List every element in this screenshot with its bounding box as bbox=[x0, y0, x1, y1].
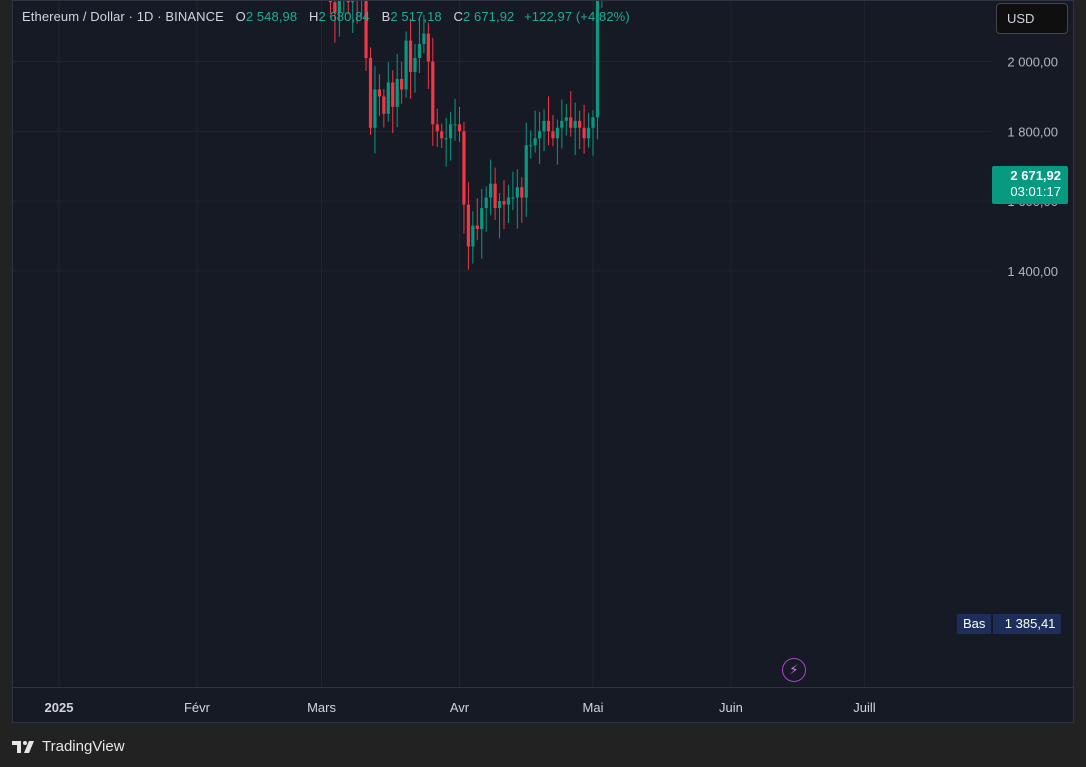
candle-body bbox=[538, 131, 542, 139]
x-tick-label: Juin bbox=[719, 700, 743, 715]
candle-body bbox=[337, 1, 341, 13]
candle-body bbox=[578, 120, 582, 128]
low-marker-label: Bas bbox=[957, 614, 992, 634]
x-tick-label: Juill bbox=[853, 700, 876, 715]
symbol-legend: Ethereum / Dollar · 1D · BINANCE O2 548,… bbox=[22, 9, 630, 24]
candle-body bbox=[591, 117, 595, 128]
candle-body bbox=[373, 89, 377, 128]
candle-body bbox=[453, 124, 457, 126]
candle-body bbox=[506, 197, 511, 205]
candle-body bbox=[524, 145, 528, 198]
candle-body bbox=[435, 124, 439, 132]
candle-body bbox=[386, 82, 390, 114]
footer-brand[interactable]: TradingView bbox=[12, 736, 125, 756]
last-price-badge: 2 671,92 03:01:17 bbox=[992, 166, 1068, 204]
candle-body bbox=[471, 225, 475, 247]
candle-body bbox=[328, 1, 333, 3]
candle-body bbox=[564, 117, 568, 121]
candle-body bbox=[449, 124, 453, 139]
candle-body bbox=[417, 44, 422, 59]
low-label-legend: B bbox=[381, 9, 391, 24]
candle-body bbox=[475, 225, 479, 230]
candle-body bbox=[422, 33, 426, 45]
close-label: C bbox=[453, 9, 463, 24]
x-tick-label: 2025 bbox=[45, 700, 74, 715]
y-tick-label: 1 400,00 bbox=[1007, 264, 1058, 279]
candle-body bbox=[515, 187, 519, 198]
candle-body bbox=[333, 2, 337, 13]
y-tick-label: 1 800,00 bbox=[1007, 124, 1058, 139]
candle-body bbox=[426, 33, 430, 62]
candle-body bbox=[582, 127, 586, 139]
candle-body bbox=[404, 40, 408, 90]
candle-body bbox=[462, 131, 466, 205]
candle-body bbox=[529, 145, 533, 147]
candle-body bbox=[346, 1, 350, 3]
candle-body bbox=[493, 183, 497, 209]
candle-body bbox=[413, 58, 417, 72]
candlestick-chart[interactable]: 1 400,001 600,001 800,002 000,002 200,00… bbox=[13, 1, 1073, 722]
currency-button[interactable]: USD bbox=[996, 3, 1068, 34]
candle-body bbox=[368, 58, 373, 128]
lightning-icon[interactable]: ⚡ bbox=[782, 658, 806, 682]
candle-body bbox=[511, 197, 515, 199]
candle-body bbox=[431, 61, 435, 125]
candle-body bbox=[502, 201, 506, 205]
candle-body bbox=[377, 89, 381, 97]
candle-body bbox=[395, 78, 399, 107]
candle-body bbox=[440, 131, 444, 139]
candle-body bbox=[382, 96, 386, 114]
candle-body bbox=[560, 120, 564, 128]
candle-body bbox=[400, 78, 404, 90]
candle-body bbox=[489, 183, 493, 198]
close-value: 2 671,92 bbox=[462, 9, 515, 24]
x-tick-label: Mars bbox=[307, 700, 336, 715]
candle-body bbox=[444, 138, 448, 140]
x-tick-label: Mai bbox=[583, 700, 604, 715]
candle-body bbox=[520, 187, 524, 198]
candle-body bbox=[555, 127, 559, 139]
candle-body bbox=[533, 138, 537, 146]
candle-body bbox=[391, 82, 395, 107]
high-value: 2 680,84 bbox=[318, 9, 370, 24]
candle-body bbox=[569, 117, 573, 128]
candle-body bbox=[457, 124, 462, 132]
tradingview-logo-icon bbox=[12, 741, 34, 753]
candle-body bbox=[480, 208, 484, 230]
bar-countdown: 03:01:17 bbox=[1010, 184, 1061, 199]
candle-body bbox=[546, 120, 551, 132]
candle-body bbox=[497, 201, 502, 209]
candle-body bbox=[551, 131, 555, 139]
candle-body bbox=[408, 40, 413, 72]
change-value: +122,97 (+4,82%) bbox=[524, 9, 630, 24]
x-tick-label: Avr bbox=[450, 700, 470, 715]
y-tick-label: 2 000,00 bbox=[1007, 55, 1058, 70]
low-marker: Bas 1 385,41 bbox=[957, 614, 1062, 634]
open-value: 2 548,98 bbox=[245, 9, 298, 24]
brand-name: TradingView bbox=[42, 737, 125, 755]
candle-body bbox=[351, 1, 355, 3]
symbol-title[interactable]: Ethereum / Dollar · 1D · BINANCE bbox=[22, 9, 224, 24]
candle-body bbox=[595, 1, 600, 118]
x-tick-label: Févr bbox=[184, 700, 211, 715]
candle-body bbox=[573, 120, 577, 128]
low-marker-value: 1 385,41 bbox=[993, 614, 1062, 634]
high-label: H bbox=[308, 9, 319, 24]
candle-body bbox=[484, 197, 488, 209]
chart-area[interactable]: 1 400,001 600,001 800,002 000,002 200,00… bbox=[12, 0, 1074, 723]
last-price: 2 671,92 bbox=[1010, 168, 1061, 183]
candle-body bbox=[586, 127, 591, 139]
low-value: 2 517,18 bbox=[390, 9, 442, 24]
open-label: O bbox=[235, 9, 246, 24]
candle-body bbox=[542, 120, 546, 132]
candle-body bbox=[466, 204, 470, 247]
candle-body bbox=[364, 1, 368, 59]
